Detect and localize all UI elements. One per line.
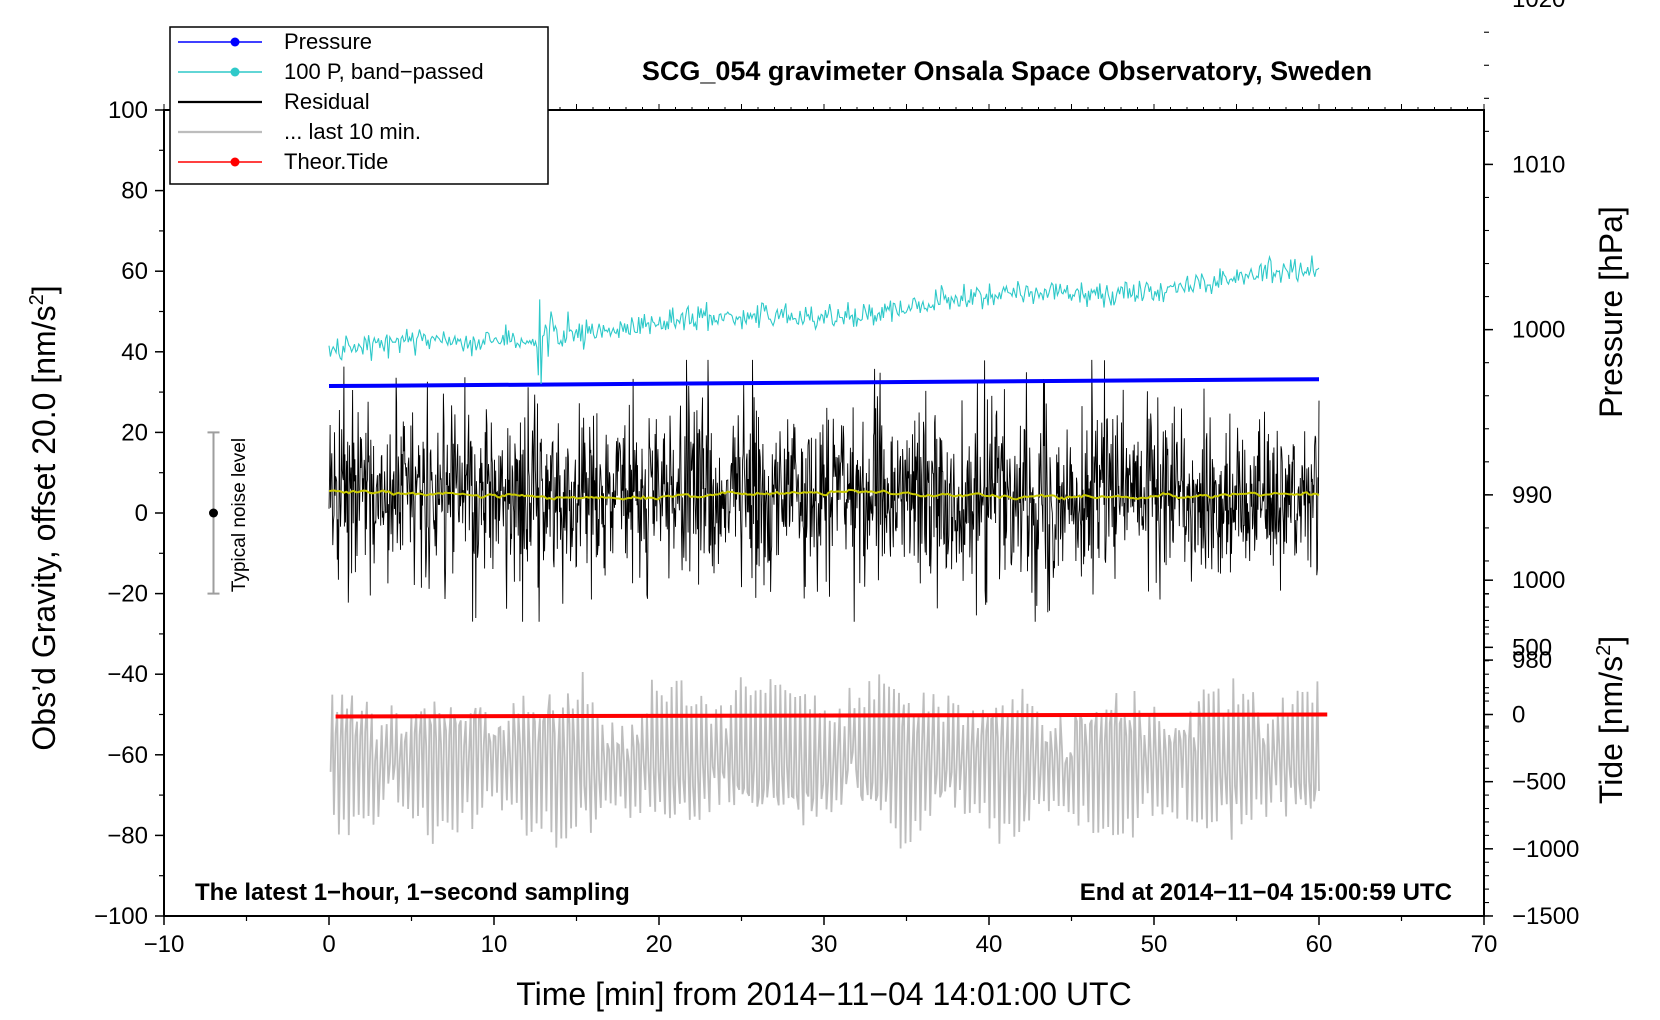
y-axis-left-title-sup: 2 — [26, 294, 48, 305]
y-tick-label: −60 — [107, 742, 148, 769]
tide-tick-label: 500 — [1512, 634, 1552, 661]
y-tick-label: 60 — [121, 258, 148, 285]
chart-title: SCG_054 gravimeter Onsala Space Observat… — [642, 56, 1372, 86]
series-residual-smoothed — [328, 488, 1320, 501]
legend-label: 100 P, band−passed — [284, 59, 484, 84]
noise-level-indicator: Typical noise level — [207, 431, 250, 595]
tide-tick-label: −500 — [1512, 769, 1566, 796]
y-axis-pressure: 9809901000101010201030 — [1484, 0, 1565, 727]
legend-marker — [230, 37, 240, 47]
annotation-end-time: End at 2014−11−04 15:00:59 UTC — [1080, 879, 1452, 906]
pressure-tick-label: 1010 — [1512, 151, 1565, 178]
tide-tick-label: −1000 — [1512, 836, 1579, 863]
noise-bar-center — [209, 508, 218, 518]
y-axis-tide-title-sup: 2 — [1593, 645, 1615, 656]
y-tick-label: −80 — [107, 822, 148, 849]
tide-tick-label: 1000 — [1512, 567, 1565, 594]
pressure-tick-label: 990 — [1512, 482, 1552, 509]
legend-marker — [230, 67, 240, 77]
y-axis-tide: −1500 −1000 −500 0 500 1000 — [1484, 567, 1579, 930]
legend-marker — [230, 157, 240, 167]
series-theor-tide — [335, 712, 1328, 719]
x-tick-label: −10 — [144, 931, 185, 958]
x-tick-label: 60 — [1306, 931, 1333, 958]
noise-level-label: Typical noise level — [229, 438, 250, 592]
x-tick-label: 30 — [811, 931, 838, 958]
x-tick-label: 10 — [481, 931, 508, 958]
x-tick-label: 0 — [322, 931, 335, 958]
y-tick-label: −40 — [107, 661, 148, 688]
y-tick-label: 20 — [121, 419, 148, 446]
legend-label: Pressure — [284, 29, 372, 54]
legend-label: ... last 10 min. — [284, 119, 421, 144]
x-tick-label: 70 — [1471, 931, 1498, 958]
y-axis-left-title-main: Obs’d Gravity, offset 20.0 [nm/s — [26, 305, 62, 750]
y-axis-pressure-title: Pressure [hPa] — [1593, 206, 1629, 418]
y-tick-label: 0 — [135, 500, 148, 527]
y-axis-tide-title-main: Tide [nm/s — [1593, 656, 1629, 804]
series-100p-band-passed — [328, 254, 1320, 385]
y-tick-label: 40 — [121, 339, 148, 366]
x-tick-label: 40 — [976, 931, 1003, 958]
x-axis: −10 0 10 20 30 40 50 60 70 — [144, 104, 1498, 958]
tide-tick-label: 0 — [1512, 702, 1525, 729]
y-tick-label: 80 — [121, 178, 148, 205]
series-last-10-min — [329, 671, 1320, 849]
annotation-sampling: The latest 1−hour, 1−second sampling — [195, 879, 630, 906]
legend: Pressure 100 P, band−passed Residual ... la… — [169, 26, 549, 185]
y-tick-label: −100 — [94, 903, 148, 930]
y-axis-left-title: Obs’d Gravity, offset 20.0 [nm/s2] — [26, 285, 62, 750]
y-axis-tide-title: Tide [nm/s2] — [1593, 636, 1629, 804]
x-tick-label: 20 — [646, 931, 673, 958]
y-tick-label: 100 — [108, 97, 148, 124]
legend-label: Theor.Tide — [284, 149, 388, 174]
y-axis-left-title-tail: ] — [26, 285, 62, 294]
y-tick-label: −20 — [107, 581, 148, 608]
tide-tick-label: −1500 — [1512, 903, 1579, 930]
legend-box — [169, 26, 549, 185]
series-layer — [328, 254, 1328, 849]
x-tick-label: 50 — [1141, 931, 1168, 958]
pressure-tick-label: 1000 — [1512, 317, 1565, 344]
pressure-tick-label: 980 — [1512, 647, 1552, 674]
y-axis-tide-title-tail: ] — [1593, 636, 1629, 645]
series-pressure — [328, 377, 1320, 389]
y-axis-left: −100 −80 −60 −40 −20 0 20 40 60 80 100 — [94, 97, 164, 930]
legend-label: Residual — [284, 89, 370, 114]
series-residual — [328, 359, 1320, 622]
x-axis-title: Time [min] from 2014−11−04 14:01:00 UTC — [516, 976, 1131, 1012]
